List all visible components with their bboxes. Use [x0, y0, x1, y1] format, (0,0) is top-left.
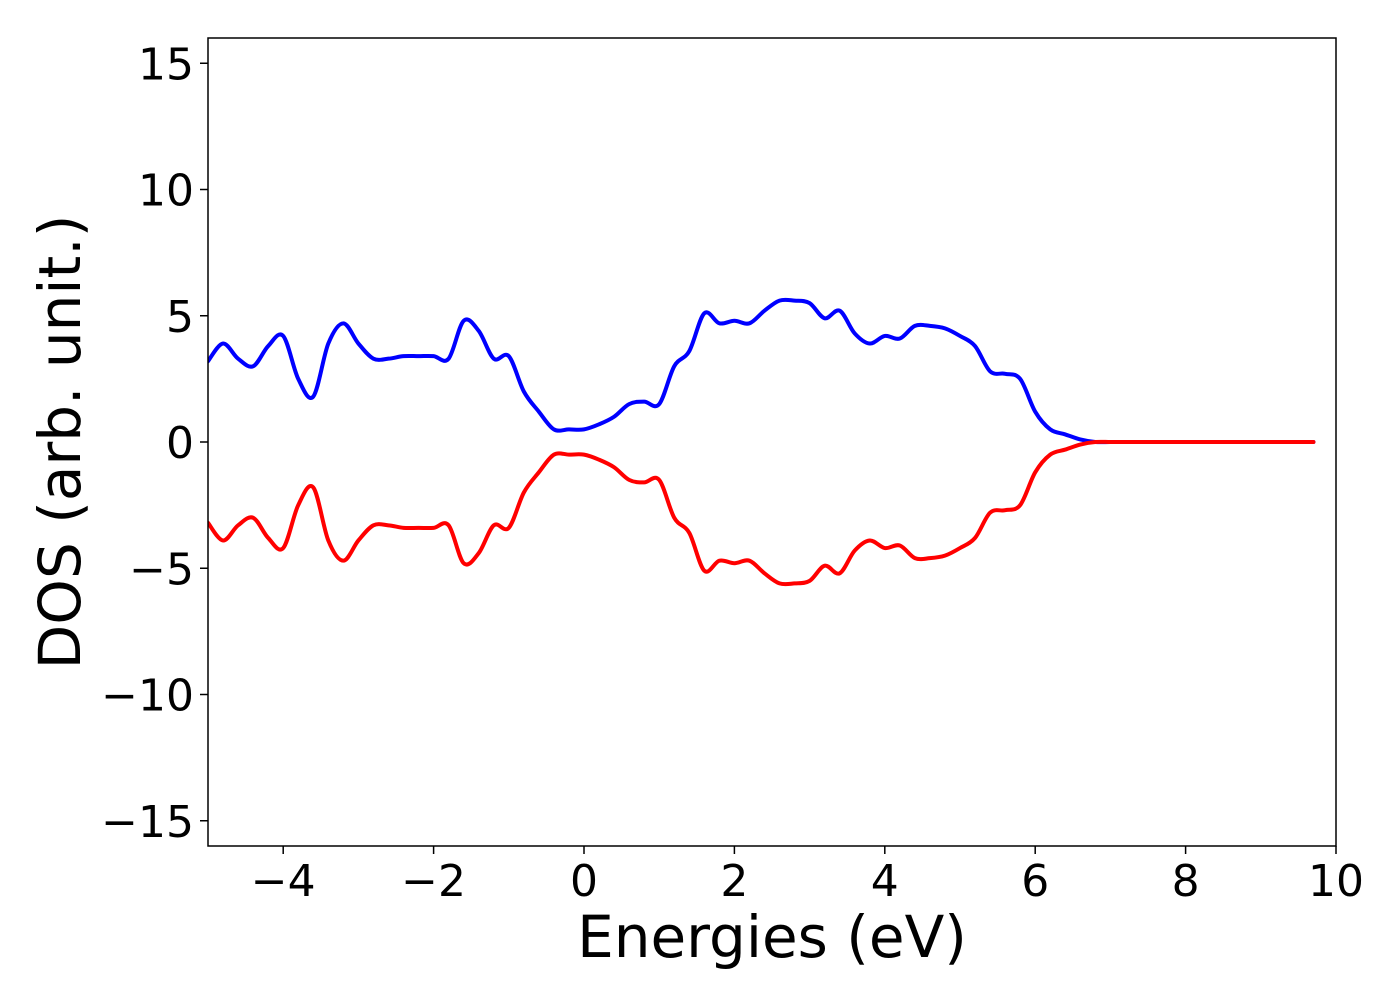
series-line-blue — [208, 297, 1316, 445]
x-axis-label: Energies (eV) — [577, 903, 967, 971]
x-tick-label: −4 — [251, 856, 316, 907]
x-tick-label: 2 — [720, 856, 748, 907]
y-axis: 15 10 5 0 −5 −10 −15 — [101, 39, 208, 848]
y-tick-label: 10 — [138, 166, 194, 217]
series-line-red — [208, 439, 1316, 587]
x-tick-label: 0 — [570, 856, 598, 907]
y-tick-label: −15 — [101, 797, 194, 848]
x-tick-label: 6 — [1021, 856, 1049, 907]
y-tick-label: −10 — [101, 671, 194, 722]
x-tick-label: −2 — [401, 856, 466, 907]
series-layer — [208, 297, 1316, 587]
y-tick-label: 15 — [138, 39, 194, 90]
y-axis-label: DOS (arb. unit.) — [26, 215, 94, 670]
x-tick-label: 10 — [1308, 856, 1364, 907]
y-tick-label: 5 — [166, 292, 194, 343]
x-tick-label: 8 — [1172, 856, 1200, 907]
x-tick-label: 4 — [871, 856, 899, 907]
y-tick-label: −5 — [129, 544, 194, 595]
y-tick-label: 0 — [166, 418, 194, 469]
x-axis: −4 −2 0 2 4 6 8 10 — [251, 846, 1364, 907]
